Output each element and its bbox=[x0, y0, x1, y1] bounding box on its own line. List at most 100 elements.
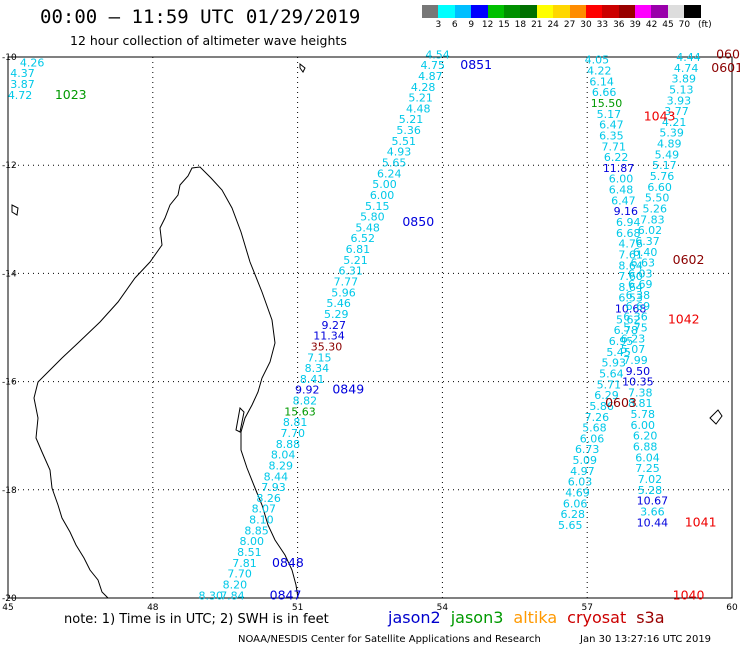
color-legend: 3 6 9 12 15 18 21 24 27 30 33 36 39 42 45 70 (ft) bbox=[422, 5, 740, 32]
wave-height-value: 6.69 bbox=[628, 278, 653, 291]
legend-tick: 36 bbox=[613, 20, 625, 30]
lat-label: -10 bbox=[2, 53, 17, 63]
legend-swatch bbox=[536, 5, 554, 18]
lat-label: -14 bbox=[2, 269, 17, 279]
pass-time-tag: 1040 bbox=[673, 587, 705, 602]
lon-label: 48 bbox=[147, 603, 159, 613]
wave-height-value: 10.44 bbox=[637, 516, 669, 529]
wave-height-value: 8.82 bbox=[293, 395, 318, 408]
wave-height-value: 7.71 bbox=[601, 140, 626, 153]
wave-height-value: 10.35 bbox=[622, 376, 654, 389]
wave-height-value: 6.02 bbox=[638, 224, 663, 237]
pass-time-tag: 0849 bbox=[332, 382, 364, 397]
pass-time-tag: 0847 bbox=[270, 587, 302, 602]
wave-height-value: 6.28 bbox=[560, 508, 585, 521]
wave-height-value: 5.78 bbox=[630, 408, 655, 421]
satellite-legend: jason2 jason3 altika cryosat s3a bbox=[388, 608, 675, 627]
wave-height-value: 4.22 bbox=[587, 65, 612, 78]
wave-height-value: 5.64 bbox=[599, 367, 624, 380]
wave-height-value: 35.30 bbox=[311, 340, 343, 353]
legend-swatch bbox=[487, 5, 504, 18]
wave-height-value: 6.68 bbox=[616, 227, 641, 240]
pass-time-tags: 1023 0851 0850 0849 0848 0847 06000601 1043 0602… bbox=[55, 46, 740, 602]
footer-note: note: 1) Time is in UTC; 2) SWH is in fe… bbox=[64, 612, 329, 627]
wave-height-value: 5.50 bbox=[645, 192, 670, 205]
island-reunion-region bbox=[709, 409, 723, 425]
wave-height-value: 5.80 bbox=[360, 211, 385, 224]
wave-height-value: 6.03 bbox=[568, 476, 593, 489]
wave-height-value: 5.68 bbox=[582, 422, 607, 435]
wave-height-value: 8.26 bbox=[256, 492, 281, 505]
wave-height-value: 5.65 bbox=[382, 156, 407, 169]
coastline-path bbox=[33, 166, 299, 599]
wave-height-value: 7.02 bbox=[638, 473, 663, 486]
legend-tick: 27 bbox=[563, 20, 576, 30]
wave-height-value: 8.29 bbox=[268, 459, 293, 472]
wave-height-value: 6.88 bbox=[633, 441, 658, 454]
legend-tick: 70 bbox=[678, 20, 691, 30]
wave-height-value: 6.31 bbox=[338, 265, 363, 278]
wave-height-value: 8.85 bbox=[244, 524, 269, 537]
wave-height-value: 6.47 bbox=[599, 119, 624, 132]
island-west-coast bbox=[11, 204, 19, 216]
wave-height-value: 8.51 bbox=[237, 546, 262, 559]
wave-height-value: 6.23 bbox=[621, 332, 646, 345]
wave-height-value: 4.76 bbox=[618, 238, 643, 251]
legend-swatch bbox=[684, 5, 701, 18]
wave-height-value: 6.78 bbox=[614, 324, 639, 337]
pass-time-tag: 0603 bbox=[605, 395, 637, 410]
wave-height-value: 7.70 bbox=[281, 427, 306, 440]
wave-height-value: 8.64 bbox=[618, 281, 643, 294]
pass-time-tag: 1023 bbox=[55, 87, 87, 102]
wave-height-value: 6.06 bbox=[563, 497, 588, 510]
wave-height-value: 7.61 bbox=[618, 248, 643, 261]
wave-height-value: 9.92 bbox=[295, 384, 320, 397]
wave-height-value: 4.93 bbox=[387, 146, 412, 159]
lon-label: 45 bbox=[2, 603, 13, 613]
wave-height-value: 5.49 bbox=[655, 148, 680, 161]
wave-height-value: 6.53 bbox=[618, 292, 643, 305]
legend-tick: 9 bbox=[468, 20, 475, 30]
wave-height-value: 8.04 bbox=[271, 449, 296, 462]
wave-height-value: 6.95 bbox=[609, 335, 634, 348]
legend-swatch bbox=[520, 5, 537, 18]
legend-swatch bbox=[503, 5, 521, 18]
wave-height-value: 8.41 bbox=[300, 373, 325, 386]
wave-height-value: 6.69 bbox=[626, 300, 651, 313]
wave-height-value: 6.48 bbox=[609, 184, 634, 197]
page-title: 00:00 – 11:59 UTC 01/29/2019 bbox=[40, 6, 361, 28]
legend-swatch bbox=[422, 5, 439, 18]
legend-tick: 21 bbox=[531, 20, 543, 30]
wave-height-value: 6.14 bbox=[589, 75, 614, 88]
wave-height-value: 5.45 bbox=[606, 346, 631, 359]
wave-height-value: 9.50 bbox=[626, 365, 651, 378]
wave-height-value: 6.52 bbox=[351, 232, 376, 245]
wave-height-value: 8.88 bbox=[276, 438, 301, 451]
wave-height-value: 6.81 bbox=[346, 243, 371, 256]
wave-height-value: 6.00 bbox=[370, 189, 395, 202]
wave-height-value: 4.28 bbox=[411, 81, 436, 94]
island-nosy-be bbox=[299, 62, 306, 73]
pass-time-tag: 1043 bbox=[644, 109, 676, 124]
legend-tick: 39 bbox=[629, 20, 641, 30]
wave-height-value: 6.35 bbox=[599, 129, 624, 142]
wave-height-value: 4.74 bbox=[674, 62, 699, 75]
legend-swatch bbox=[602, 5, 619, 18]
wave-height-value: 5.65 bbox=[558, 519, 583, 532]
credit-line: NOAA/NESDIS Center for Satellite Applica… bbox=[238, 634, 541, 645]
wave-height-value: 6.94 bbox=[616, 216, 641, 229]
wave-height-value: 7.83 bbox=[640, 213, 665, 226]
wave-height-value: 7.77 bbox=[334, 276, 359, 289]
lon-label: 51 bbox=[292, 603, 303, 613]
wave-height-value: 4.21 bbox=[662, 116, 687, 129]
legend-swatch bbox=[569, 5, 586, 18]
wave-height-value: 4.89 bbox=[657, 138, 682, 151]
wave-height-value: 4.87 bbox=[418, 70, 443, 83]
wave-height-value: 8.00 bbox=[239, 535, 264, 548]
legend-swatch bbox=[454, 5, 472, 18]
legend-tick: 12 bbox=[481, 20, 494, 30]
lat-label: -18 bbox=[2, 486, 17, 496]
satellite-jason2: jason2 bbox=[388, 608, 441, 627]
